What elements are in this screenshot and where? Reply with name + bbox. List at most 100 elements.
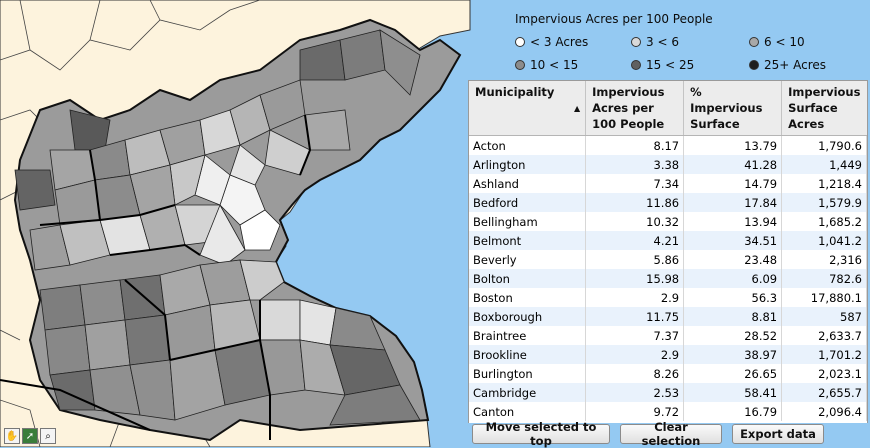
cell-impervious-acres: 1,218.4 [781, 174, 867, 193]
table-row[interactable]: Beverly 5.86 23.48 2,316 [469, 250, 867, 269]
column-header-acres-per-100[interactable]: Impervious Acres per 100 People [585, 81, 685, 136]
legend-item-10to15: 10 < 15 [515, 58, 578, 72]
table-row[interactable]: Burlington 8.26 26.65 2,023.1 [469, 364, 867, 383]
cell-pct-impervious: 41.28 [683, 155, 783, 174]
table-row[interactable]: Boxborough 11.75 8.81 587 [469, 307, 867, 326]
cell-municipality: Belmont [469, 231, 587, 250]
table-row[interactable]: Arlington 3.38 41.28 1,449 [469, 155, 867, 174]
column-header-pct-impervious[interactable]: % Impervious Surface [683, 81, 783, 136]
cell-acres-per-100: 2.9 [585, 288, 685, 307]
cell-pct-impervious: 34.51 [683, 231, 783, 250]
column-header-municipality[interactable]: Municipality ▲ [469, 81, 587, 136]
table-row[interactable]: Canton 9.72 16.79 2,096.4 [469, 402, 867, 421]
legend-label: 3 < 6 [646, 35, 679, 49]
cell-municipality: Arlington [469, 155, 587, 174]
legend-title: Impervious Acres per 100 People [515, 12, 713, 26]
cell-impervious-acres: 587 [781, 307, 867, 326]
cell-acres-per-100: 7.34 [585, 174, 685, 193]
cell-impervious-acres: 782.6 [781, 269, 867, 288]
clear-selection-button[interactable]: Clear selection [620, 420, 722, 448]
move-selected-to-top-button[interactable]: Move selected to top [472, 420, 610, 448]
cell-municipality: Bellingham [469, 212, 587, 231]
cell-municipality: Burlington [469, 364, 587, 383]
legend-dot [515, 37, 525, 47]
column-header-impervious-acres[interactable]: Impervious Surface Acres [781, 81, 867, 136]
legend-dot [749, 60, 759, 70]
zoom-icon[interactable]: ⌕ [40, 428, 56, 444]
cell-pct-impervious: 26.65 [683, 364, 783, 383]
cell-pct-impervious: 13.79 [683, 135, 783, 155]
map-tools: ✋ ➚ ⌕ [4, 428, 56, 444]
cell-municipality: Bedford [469, 193, 587, 212]
legend-dot [631, 37, 641, 47]
cell-pct-impervious: 16.79 [683, 402, 783, 421]
legend-label: 6 < 10 [764, 35, 805, 49]
cell-impervious-acres: 2,316 [781, 250, 867, 269]
sort-ascending-icon: ▲ [574, 104, 581, 113]
cell-municipality: Bolton [469, 269, 587, 288]
cell-impervious-acres: 2,096.4 [781, 402, 867, 421]
cell-acres-per-100: 8.26 [585, 364, 685, 383]
header-label: Impervious Acres per 100 People [592, 85, 665, 131]
table-row[interactable]: Boston 2.9 56.3 17,880.1 [469, 288, 867, 307]
table-body: Acton 8.17 13.79 1,790.6 Arlington 3.38 41.28 1… [469, 135, 867, 421]
legend-item-3to6: 3 < 6 [631, 35, 679, 49]
select-arrow-icon[interactable]: ➚ [22, 428, 38, 444]
table-row[interactable]: Bedford 11.86 17.84 1,579.9 [469, 193, 867, 212]
action-bar: Move selected to top Clear selection Exp… [468, 420, 870, 448]
cell-acres-per-100: 10.32 [585, 212, 685, 231]
municipality-table: Municipality ▲ Impervious Acres per 100 … [469, 81, 867, 421]
legend-dot [631, 60, 641, 70]
cell-impervious-acres: 1,579.9 [781, 193, 867, 212]
cell-acres-per-100: 8.17 [585, 135, 685, 155]
table-row[interactable]: Brookline 2.9 38.97 1,701.2 [469, 345, 867, 364]
cell-acres-per-100: 7.37 [585, 326, 685, 345]
cell-pct-impervious: 28.52 [683, 326, 783, 345]
cell-acres-per-100: 3.38 [585, 155, 685, 174]
cell-impervious-acres: 2,655.7 [781, 383, 867, 402]
legend-label: 25+ Acres [764, 58, 827, 72]
cell-municipality: Boxborough [469, 307, 587, 326]
cell-impervious-acres: 1,449 [781, 155, 867, 174]
table-row[interactable]: Ashland 7.34 14.79 1,218.4 [469, 174, 867, 193]
cell-pct-impervious: 23.48 [683, 250, 783, 269]
header-label: % Impervious Surface [690, 85, 763, 131]
legend-item-6to10: 6 < 10 [749, 35, 805, 49]
pan-hand-icon[interactable]: ✋ [4, 428, 20, 444]
export-data-button[interactable]: Export data [732, 424, 824, 444]
table-row[interactable]: Acton 8.17 13.79 1,790.6 [469, 135, 867, 155]
cell-pct-impervious: 17.84 [683, 193, 783, 212]
cell-municipality: Ashland [469, 174, 587, 193]
legend-item-15to25: 15 < 25 [631, 58, 694, 72]
cell-municipality: Brookline [469, 345, 587, 364]
cell-impervious-acres: 17,880.1 [781, 288, 867, 307]
cell-pct-impervious: 14.79 [683, 174, 783, 193]
table-row[interactable]: Cambridge 2.53 58.41 2,655.7 [469, 383, 867, 402]
table-row[interactable]: Belmont 4.21 34.51 1,041.2 [469, 231, 867, 250]
cell-municipality: Cambridge [469, 383, 587, 402]
cell-pct-impervious: 6.09 [683, 269, 783, 288]
table-row[interactable]: Bolton 15.98 6.09 782.6 [469, 269, 867, 288]
cell-municipality: Braintree [469, 326, 587, 345]
cell-pct-impervious: 58.41 [683, 383, 783, 402]
cell-municipality: Beverly [469, 250, 587, 269]
town-polygons[interactable] [14, 29, 421, 426]
cell-acres-per-100: 15.98 [585, 269, 685, 288]
legend-dot [515, 60, 525, 70]
cell-acres-per-100: 4.21 [585, 231, 685, 250]
table-row[interactable]: Braintree 7.37 28.52 2,633.7 [469, 326, 867, 345]
data-table-panel[interactable]: Municipality ▲ Impervious Acres per 100 … [468, 80, 868, 425]
cell-pct-impervious: 13.94 [683, 212, 783, 231]
cell-municipality: Canton [469, 402, 587, 421]
table-row[interactable]: Bellingham 10.32 13.94 1,685.2 [469, 212, 867, 231]
legend-dot [749, 37, 759, 47]
cell-impervious-acres: 2,023.1 [781, 364, 867, 383]
legend-item-lt3: < 3 Acres [515, 35, 588, 49]
legend-label: 15 < 25 [646, 58, 695, 72]
map-legend: Impervious Acres per 100 People < 3 Acre… [505, 8, 835, 78]
header-label: Municipality [475, 85, 555, 99]
cell-acres-per-100: 2.9 [585, 345, 685, 364]
cell-municipality: Acton [469, 135, 587, 155]
cell-municipality: Boston [469, 288, 587, 307]
